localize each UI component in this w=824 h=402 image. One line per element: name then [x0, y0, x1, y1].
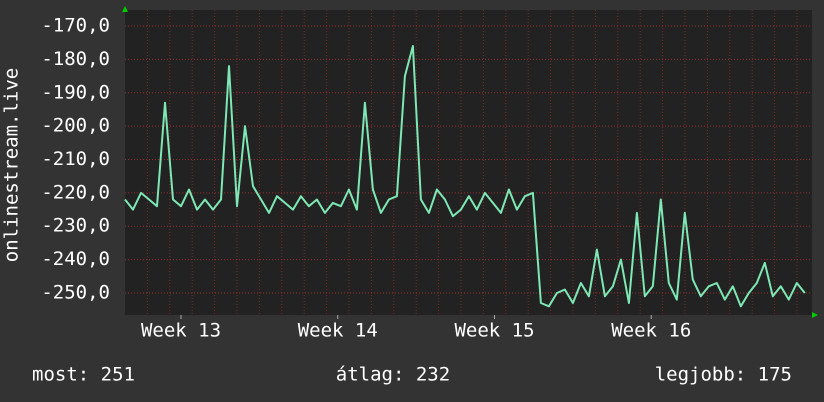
y-tick-label: -170,0: [41, 15, 110, 37]
y-tick-label: -240,0: [41, 248, 110, 270]
y-axis-label: onlinestream.live: [1, 68, 23, 262]
x-axis-arrow: [812, 312, 818, 318]
data-line: [124, 45, 806, 308]
y-tick-label: -190,0: [41, 81, 110, 103]
y-tick-label: -180,0: [41, 48, 110, 70]
y-tick-label: -250,0: [41, 281, 110, 303]
y-tick-label: -200,0: [41, 115, 110, 137]
plot-area: [125, 10, 812, 315]
x-tick-label: Week 16: [611, 320, 691, 342]
y-axis-arrow: [122, 6, 128, 12]
x-tick-label: Week 14: [298, 320, 378, 342]
footer-average: átlag: 232: [336, 364, 450, 386]
y-tick-label: -210,0: [41, 148, 110, 170]
y-tick-label: -220,0: [41, 181, 110, 203]
x-tick-label: Week 15: [454, 320, 534, 342]
footer-best: legjobb: 175: [655, 364, 792, 386]
y-tick-label: -230,0: [41, 215, 110, 237]
x-tick-label: Week 13: [141, 320, 221, 342]
footer-current: most: 251: [32, 364, 135, 386]
